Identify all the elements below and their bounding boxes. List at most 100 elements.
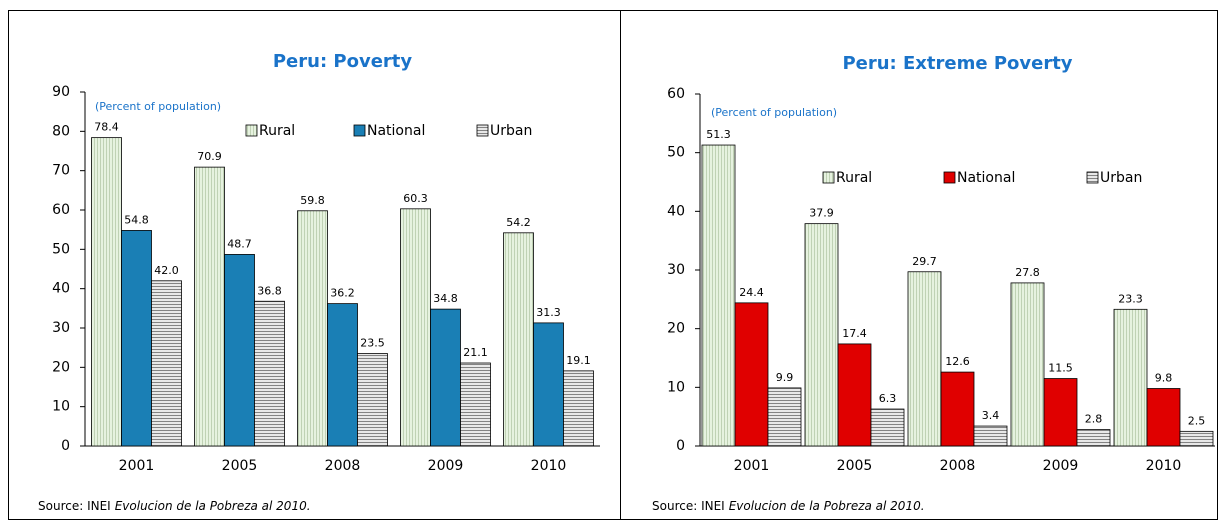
bar [1179,430,1214,447]
source-label: Source: INEI [38,499,111,513]
y-tick-label: 40 [52,281,70,297]
value-label: 48.7 [227,237,252,250]
x-tick-label: 2010 [531,458,567,474]
bar [91,137,122,447]
bar [297,210,328,447]
value-label: 27.8 [1015,266,1040,279]
bar [254,300,285,447]
bar [1076,429,1111,447]
value-label: 17.4 [842,327,867,340]
subtitle: (Percent of population) [95,100,221,113]
value-label: 37.9 [809,207,834,220]
bar [327,303,358,447]
x-tick-label: 2010 [1146,458,1182,474]
frame [8,10,1218,520]
source-title: Evolucion de la Pobreza al 2010. [729,499,925,513]
value-label: 29.7 [912,255,937,268]
x-tick-label: 2009 [1043,458,1079,474]
value-label: 54.8 [124,213,149,226]
y-tick-label: 10 [667,379,685,395]
bar [194,166,225,447]
x-tick-label: 2008 [325,458,361,474]
value-label: 51.3 [706,128,731,141]
x-tick-label: 2001 [119,458,155,474]
bar [121,230,152,447]
bar [563,370,594,447]
bar [973,425,1008,447]
bar [357,353,388,447]
value-label: 2.5 [1188,414,1206,427]
bar [1146,388,1181,447]
y-tick-label: 20 [52,359,70,375]
value-label: 54.2 [506,216,531,229]
value-label: 3.4 [982,409,1000,422]
legend-label: Urban [490,123,532,139]
source-title: Evolucion de la Pobreza al 2010. [115,499,311,513]
legend-label: Urban [1100,170,1142,186]
bar [400,208,431,447]
value-label: 6.3 [879,392,897,405]
subtitle: (Percent of population) [711,106,837,119]
value-label: 31.3 [536,306,561,319]
legend-swatch [822,171,835,184]
value-label: 23.5 [360,337,385,350]
y-tick-label: 70 [52,163,70,179]
value-label: 36.2 [330,287,355,300]
source: Source: INEI Evolucion de la Pobreza al 2… [38,499,311,513]
y-tick-label: 80 [52,123,70,139]
y-tick-label: 0 [61,438,70,454]
y-tick-label: 20 [667,321,685,337]
bar [907,271,942,447]
y-tick-label: 50 [52,241,70,257]
legend-swatch [1086,171,1099,184]
y-tick-label: 40 [667,203,685,219]
legend-swatch [353,124,366,137]
y-tick-label: 50 [667,145,685,161]
legend-swatch [245,124,258,137]
bar [151,280,182,447]
value-label: 9.9 [776,371,794,384]
legend-swatch [476,124,489,137]
bar [533,322,564,447]
y-tick-label: 90 [52,84,70,100]
value-label: 19.1 [566,354,591,367]
value-label: 36.8 [257,284,282,297]
value-label: 9.8 [1155,372,1173,385]
y-tick-label: 60 [667,86,685,102]
bar [430,308,461,447]
x-tick-label: 2005 [837,458,873,474]
value-label: 59.8 [300,194,325,207]
bar [503,232,534,447]
bar [804,223,839,447]
legend-label: National [957,170,1015,186]
x-tick-label: 2009 [428,458,464,474]
bar [1043,378,1078,447]
y-tick-label: 30 [52,320,70,336]
value-label: 60.3 [403,192,428,205]
bar [1113,308,1148,447]
legend-label: Rural [836,170,872,186]
value-label: 12.6 [945,355,970,368]
source: Source: INEI Evolucion de la Pobreza al 2… [652,499,925,513]
chart-title: Peru: Poverty [273,51,413,72]
value-label: 70.9 [197,150,222,163]
bar [940,371,975,447]
bar [224,254,255,447]
x-tick-label: 2008 [940,458,976,474]
value-label: 78.4 [94,121,119,134]
value-label: 42.0 [154,264,179,277]
source-label: Source: INEI [652,499,725,513]
legend-label: Rural [259,123,295,139]
value-label: 23.3 [1118,292,1143,305]
x-tick-label: 2005 [222,458,258,474]
value-label: 2.8 [1085,413,1103,426]
bar [734,302,769,447]
bar [837,343,872,447]
x-tick-label: 2001 [734,458,770,474]
value-label: 34.8 [433,292,458,305]
value-label: 21.1 [463,346,488,359]
value-label: 11.5 [1048,362,1073,375]
bar [1010,282,1045,447]
bar [701,144,736,447]
